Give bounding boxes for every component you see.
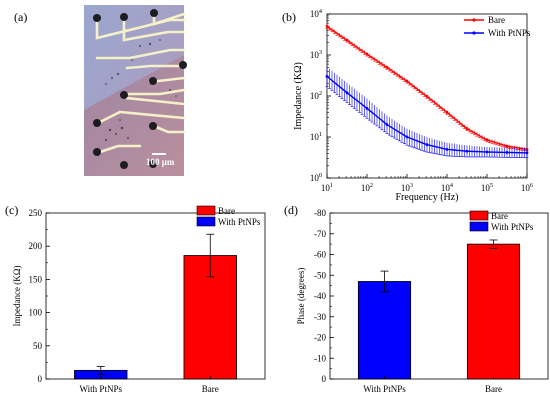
x-tick-label: With PtNPs [363, 384, 406, 394]
y-tick-label: 150 [29, 274, 43, 284]
x-tick-label: Bare [202, 384, 219, 394]
panel-label-b: (b) [282, 10, 296, 24]
data-point [345, 38, 349, 42]
data-point [365, 106, 369, 110]
data-point [505, 151, 509, 154]
legend-label: Bare [488, 15, 505, 25]
y-axis-label: Impedance (KΩ) [293, 62, 304, 130]
data-point [325, 75, 329, 78]
y-tick-label: -10 [314, 353, 326, 363]
panel-label-a: (a) [14, 10, 27, 24]
panel-label-d: (d) [284, 203, 298, 217]
micrograph-image: 100 μm [84, 5, 187, 176]
y-tick-label: 0 [322, 374, 327, 384]
bar-with-ptnps [357, 281, 412, 380]
y-tick-label: 101 [310, 131, 322, 142]
scale-bar-label: 100 μm [146, 157, 175, 167]
y-tick-label: -40 [314, 291, 326, 301]
data-point [445, 147, 449, 151]
x-tick-label: With PtNPs [80, 384, 123, 394]
data-point [525, 151, 529, 155]
data-point [465, 127, 469, 131]
x-tick-label: Bare [485, 384, 502, 394]
legend-swatch [196, 216, 216, 227]
y-tick-label: 102 [310, 90, 322, 101]
y-axis-label: Impedance (KΩ) [12, 266, 22, 327]
series-line-bare [326, 25, 528, 150]
x-tick-label: 101 [321, 182, 333, 193]
y-tick-label: -30 [314, 312, 326, 322]
data-point [345, 91, 349, 95]
data-point [505, 144, 509, 148]
electrode-traces [95, 12, 186, 154]
data-point [405, 79, 409, 83]
data-point [485, 150, 489, 154]
data-point [405, 135, 409, 139]
x-tick-label: 105 [481, 182, 493, 193]
data-point [485, 138, 489, 142]
data-point [425, 143, 429, 147]
particle-specks [104, 39, 177, 142]
legend-label: With PtNPs [488, 28, 531, 38]
legend-label: Bare [218, 206, 235, 216]
impedance-spectrum-chart: 101 102 103 104 105 106100101102103104Frequen… [293, 8, 533, 203]
y-tick-label: 100 [29, 308, 43, 318]
x-tick-label: 104 [441, 182, 454, 193]
bar-bare [466, 243, 521, 380]
data-point [325, 24, 329, 28]
data-point [385, 65, 389, 69]
y-tick-label: 103 [310, 49, 322, 60]
data-point [385, 123, 389, 127]
legend-label: With PtNPs [218, 217, 261, 227]
y-tick-label: 250 [29, 208, 43, 218]
y-tick-label: -20 [314, 333, 326, 343]
x-tick-label: 102 [361, 182, 373, 193]
y-tick-label: 50 [33, 341, 43, 351]
x-tick-label: 103 [401, 182, 413, 193]
y-tick-label: -80 [314, 208, 326, 218]
y-tick-label: 104 [310, 8, 323, 19]
y-axis-label: Phase (degrees) [296, 268, 306, 325]
data-point [465, 149, 469, 153]
micrograph-substrate-region [84, 55, 184, 176]
legend-swatch [469, 210, 489, 221]
scale-bar [152, 153, 166, 155]
y-tick-label: 100 [310, 172, 322, 183]
legend-swatch [469, 221, 489, 232]
y-tick-label: -60 [314, 250, 326, 260]
electrode-pads [93, 9, 187, 169]
legend-label: Bare [491, 211, 508, 221]
y-tick-label: -70 [314, 229, 326, 239]
x-axis-label: Frequency (Hz) [395, 192, 458, 203]
x-tick-label: 106 [521, 182, 533, 193]
legend-label: With PtNPs [491, 222, 534, 232]
phase-bar-chart: 0 -10 -20 -30 -40 -50 -60 -70 -80 Phase (degrees)… [296, 208, 549, 394]
data-point [365, 52, 369, 56]
y-tick-label: -50 [314, 270, 326, 280]
data-point [425, 94, 429, 98]
y-tick-label: 0 [38, 374, 43, 384]
legend-swatch [196, 205, 216, 216]
panel-label-c: (c) [5, 203, 18, 217]
legend-marker [472, 18, 476, 22]
data-point [445, 110, 449, 114]
y-tick-label: 200 [29, 241, 43, 251]
legend-marker [472, 31, 476, 35]
